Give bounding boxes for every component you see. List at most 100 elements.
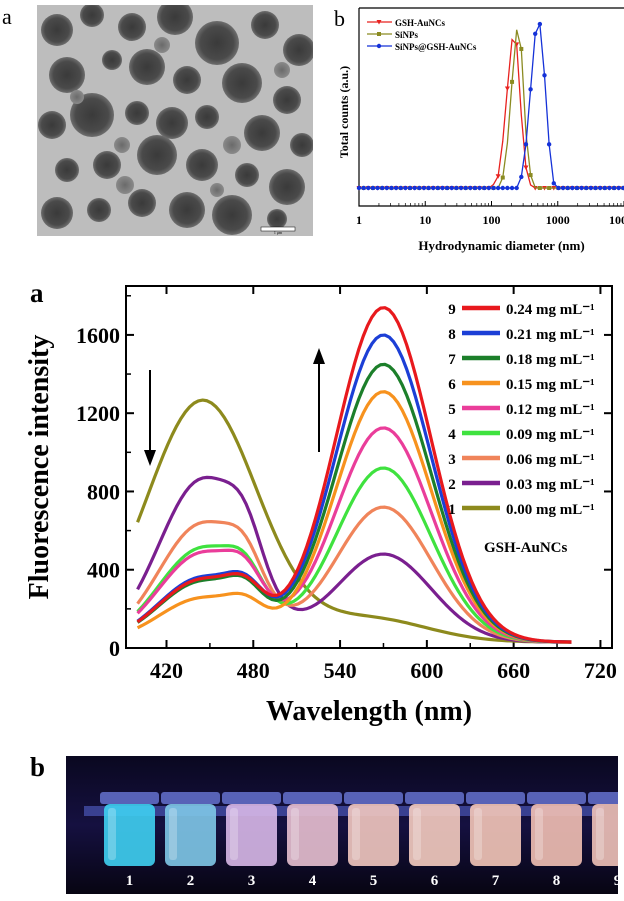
vial-highlight <box>169 808 177 860</box>
nanoparticle <box>210 183 224 197</box>
legend-index: 2 <box>448 477 456 493</box>
nanoparticle <box>290 133 313 157</box>
dls-point <box>482 185 487 191</box>
x-axis-label: Hydrodynamic diameter (nm) <box>418 238 584 253</box>
nanoparticle <box>157 5 193 35</box>
dls-series-line <box>359 29 624 189</box>
legend-label: 0.09 mg mL⁻¹ <box>506 427 595 443</box>
nanoparticle <box>222 63 262 103</box>
y-tick-label: 1600 <box>76 323 120 348</box>
nanoparticle <box>244 115 280 151</box>
nanoparticle <box>102 50 122 70</box>
dls-point <box>588 185 594 191</box>
dls-point <box>379 185 385 191</box>
nanoparticle <box>137 135 177 175</box>
nanoparticle <box>195 21 239 65</box>
vial-highlight <box>474 808 482 860</box>
legend-index: 5 <box>448 402 456 418</box>
nanoparticle <box>273 86 301 114</box>
dls-point <box>597 185 603 191</box>
legend-label: 0.21 mg mL⁻¹ <box>506 327 595 343</box>
fluorescence-series-line <box>136 398 572 644</box>
nanoparticle <box>93 151 121 179</box>
dls-point <box>375 185 380 191</box>
nanoparticle <box>129 49 165 85</box>
vial-highlight <box>596 808 604 860</box>
dls-point <box>547 186 552 190</box>
vial-highlight <box>230 808 238 860</box>
nanoparticle <box>154 37 170 53</box>
vial-highlight <box>291 808 299 860</box>
dls-point <box>556 185 561 191</box>
dls-point <box>504 86 510 91</box>
dls-point <box>440 185 445 191</box>
vial <box>531 804 582 866</box>
vial-label: 1 <box>126 873 134 889</box>
fluorescence-series-line <box>136 306 572 644</box>
nanoparticle <box>114 137 130 153</box>
vial <box>226 804 277 866</box>
panel-label-tem: a <box>2 4 12 29</box>
dls-point <box>412 185 417 191</box>
dls-point <box>584 185 589 191</box>
dls-point <box>611 185 617 191</box>
dls-point <box>602 185 607 191</box>
dls-point <box>574 185 580 191</box>
nanoparticle <box>128 189 156 217</box>
legend-label: 0.12 mg mL⁻¹ <box>506 402 595 418</box>
nanoparticle <box>80 5 104 27</box>
x-tick-label: 540 <box>324 658 357 683</box>
tem-image: 1 μm <box>37 5 313 236</box>
fluorescence-chart: 420 480 540 600 660 720 0 400 800 1200 1600 Wavelen… <box>24 285 617 727</box>
x-axis-label: Wavelength (nm) <box>266 696 472 727</box>
legend-label: 0.18 mg mL⁻¹ <box>506 352 595 368</box>
dls-point <box>570 185 575 191</box>
nanoparticle <box>70 93 114 137</box>
dls-point <box>528 87 533 92</box>
vial-cap <box>588 792 618 804</box>
dls-point <box>468 185 473 191</box>
dls-point <box>551 181 556 186</box>
fluorescence-series-line <box>136 505 572 644</box>
vial-photo: 1 2 3 4 5 6 7 8 9 <box>66 756 618 894</box>
legend-label: SiNPs <box>395 30 419 40</box>
increase-arrowhead <box>313 348 325 364</box>
dls-point <box>426 185 431 191</box>
y-axis-label: Fluorescence intensity <box>24 335 55 600</box>
dls-series-line <box>359 38 624 189</box>
y-tick-label: 0 <box>109 636 120 661</box>
nanoparticle <box>169 192 205 228</box>
nanoparticle <box>55 158 79 182</box>
dls-point <box>500 185 505 191</box>
dls-point <box>477 185 482 191</box>
x-tick-label: 1 <box>356 213 362 227</box>
dls-point <box>449 185 454 191</box>
dls-point <box>500 175 505 180</box>
dls-point <box>495 174 501 179</box>
dls-point <box>435 185 441 191</box>
legend-index: 4 <box>448 427 456 443</box>
dls-point <box>616 185 621 191</box>
dls-point <box>505 185 510 191</box>
dls-point <box>537 186 542 190</box>
vial-cap <box>466 792 525 804</box>
nanoparticle <box>283 34 313 66</box>
vial-cap <box>283 792 342 804</box>
nanoparticle <box>156 107 188 139</box>
vial <box>470 804 521 866</box>
vial-label: 6 <box>431 873 439 889</box>
legend-index: 3 <box>448 452 456 468</box>
dls-point <box>458 185 464 191</box>
dls-point <box>542 73 547 78</box>
nanoparticle <box>87 198 111 222</box>
dls-point <box>366 185 371 191</box>
vial-cap <box>527 792 586 804</box>
panel-label-fluorescence: a <box>30 278 44 308</box>
vial-cap <box>222 792 281 804</box>
dls-point <box>565 185 570 191</box>
decrease-arrowhead <box>144 450 156 466</box>
dls-point <box>514 185 519 191</box>
vial <box>592 804 618 866</box>
vial-label: 4 <box>309 873 317 889</box>
legend-label: GSH-AuNCs <box>395 18 446 28</box>
